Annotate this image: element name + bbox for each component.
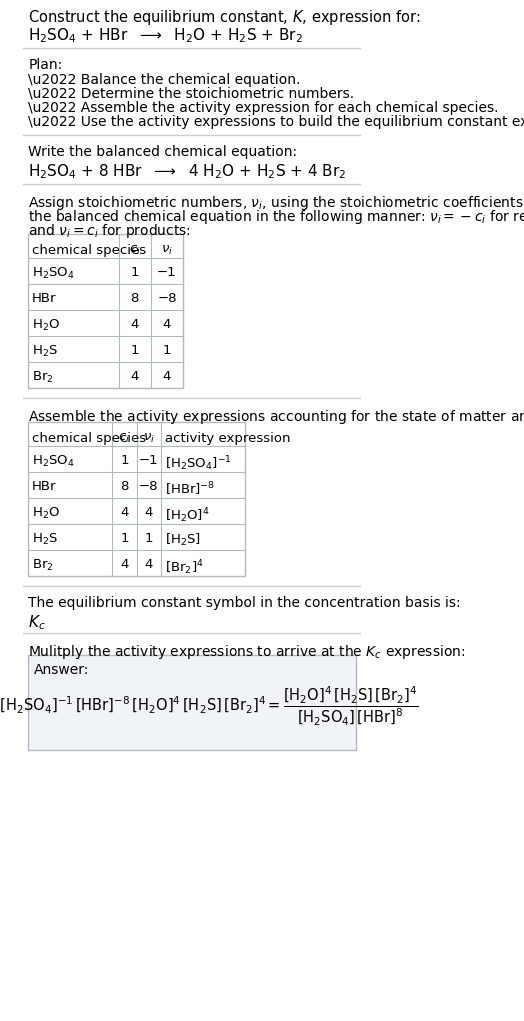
- Text: HBr: HBr: [32, 292, 57, 305]
- Text: $[\mathregular{Br_2}]^4$: $[\mathregular{Br_2}]^4$: [165, 558, 204, 577]
- Text: the balanced chemical equation in the following manner: $\nu_i = -c_i$ for react: the balanced chemical equation in the fo…: [28, 208, 524, 226]
- Text: \u2022 Determine the stoichiometric numbers.: \u2022 Determine the stoichiometric numb…: [28, 87, 354, 101]
- Text: $\nu_i$: $\nu_i$: [143, 432, 155, 445]
- Text: $\mathregular{H_2O}$: $\mathregular{H_2O}$: [32, 506, 60, 521]
- Text: chemical species: chemical species: [32, 432, 146, 445]
- FancyBboxPatch shape: [28, 422, 245, 576]
- Text: 4: 4: [120, 558, 128, 571]
- Text: 4: 4: [163, 318, 171, 331]
- Text: $\nu_i$: $\nu_i$: [161, 244, 173, 257]
- Text: $\mathregular{H_2S}$: $\mathregular{H_2S}$: [32, 532, 58, 547]
- Text: Plan:: Plan:: [28, 58, 62, 72]
- Text: −8: −8: [139, 480, 159, 493]
- Text: $[\mathregular{H_2S}]$: $[\mathregular{H_2S}]$: [165, 532, 201, 548]
- Text: 8: 8: [120, 480, 128, 493]
- Text: 4: 4: [130, 370, 139, 383]
- Text: $[\mathregular{H_2O}]^4$: $[\mathregular{H_2O}]^4$: [165, 506, 210, 525]
- Text: Answer:: Answer:: [34, 663, 89, 677]
- Text: 1: 1: [130, 266, 139, 279]
- Text: and $\nu_i = c_i$ for products:: and $\nu_i = c_i$ for products:: [28, 222, 191, 240]
- FancyBboxPatch shape: [28, 234, 183, 388]
- Text: 4: 4: [130, 318, 139, 331]
- Text: 1: 1: [120, 532, 128, 545]
- Text: 1: 1: [120, 454, 128, 467]
- Text: $\mathregular{H_2SO_4}$: $\mathregular{H_2SO_4}$: [32, 266, 75, 281]
- Text: 1: 1: [162, 344, 171, 357]
- Text: 1: 1: [130, 344, 139, 357]
- Text: −1: −1: [139, 454, 159, 467]
- Text: $K_c$: $K_c$: [28, 613, 46, 632]
- Text: Assemble the activity expressions accounting for the state of matter and $\nu_i$: Assemble the activity expressions accoun…: [28, 408, 524, 426]
- Text: $\mathregular{H_2O}$: $\mathregular{H_2O}$: [32, 318, 60, 333]
- Text: 1: 1: [145, 532, 153, 545]
- Text: 4: 4: [163, 370, 171, 383]
- Text: $\mathregular{H_2SO_4}$ + HBr  $\longrightarrow$  $\mathregular{H_2O}$ + $\mathr: $\mathregular{H_2SO_4}$ + HBr $\longrigh…: [28, 26, 303, 45]
- Text: \u2022 Assemble the activity expression for each chemical species.: \u2022 Assemble the activity expression …: [28, 101, 499, 115]
- Text: chemical species: chemical species: [32, 244, 146, 257]
- Text: Write the balanced chemical equation:: Write the balanced chemical equation:: [28, 145, 298, 159]
- Text: $[\mathrm{HBr}]^{-8}$: $[\mathrm{HBr}]^{-8}$: [165, 480, 215, 497]
- Text: HBr: HBr: [32, 480, 57, 493]
- Text: 8: 8: [130, 292, 139, 305]
- Text: Assign stoichiometric numbers, $\nu_i$, using the stoichiometric coefficients, $: Assign stoichiometric numbers, $\nu_i$, …: [28, 194, 524, 212]
- Text: $\mathregular{Br_2}$: $\mathregular{Br_2}$: [32, 370, 54, 385]
- Text: \u2022 Balance the chemical equation.: \u2022 Balance the chemical equation.: [28, 72, 301, 87]
- Text: $[\mathregular{H_2SO_4}]^{-1}$: $[\mathregular{H_2SO_4}]^{-1}$: [165, 454, 232, 473]
- Text: $\mathregular{H_2SO_4}$ + 8 HBr  $\longrightarrow$  4 $\mathregular{H_2O}$ + $\m: $\mathregular{H_2SO_4}$ + 8 HBr $\longri…: [28, 162, 347, 181]
- Text: −1: −1: [157, 266, 177, 279]
- Text: \u2022 Use the activity expressions to build the equilibrium constant expression: \u2022 Use the activity expressions to b…: [28, 115, 524, 129]
- Text: $K_c = [\mathrm{H_2SO_4}]^{-1}\,[\mathrm{HBr}]^{-8}\,[\mathrm{H_2O}]^4\,[\mathrm: $K_c = [\mathrm{H_2SO_4}]^{-1}\,[\mathrm…: [0, 685, 418, 728]
- Text: activity expression: activity expression: [165, 432, 290, 445]
- Text: $c_i$: $c_i$: [129, 244, 140, 257]
- Text: $\mathregular{Br_2}$: $\mathregular{Br_2}$: [32, 558, 54, 573]
- Text: Mulitply the activity expressions to arrive at the $K_c$ expression:: Mulitply the activity expressions to arr…: [28, 643, 466, 661]
- Text: 4: 4: [145, 506, 153, 519]
- FancyBboxPatch shape: [28, 655, 356, 750]
- Text: $\mathregular{H_2S}$: $\mathregular{H_2S}$: [32, 344, 58, 359]
- Text: $\mathregular{H_2SO_4}$: $\mathregular{H_2SO_4}$: [32, 454, 75, 469]
- Text: 4: 4: [120, 506, 128, 519]
- Text: −8: −8: [157, 292, 177, 305]
- Text: The equilibrium constant symbol in the concentration basis is:: The equilibrium constant symbol in the c…: [28, 596, 461, 610]
- Text: Construct the equilibrium constant, $K$, expression for:: Construct the equilibrium constant, $K$,…: [28, 8, 421, 27]
- Text: 4: 4: [145, 558, 153, 571]
- Text: $c_i$: $c_i$: [118, 432, 130, 445]
